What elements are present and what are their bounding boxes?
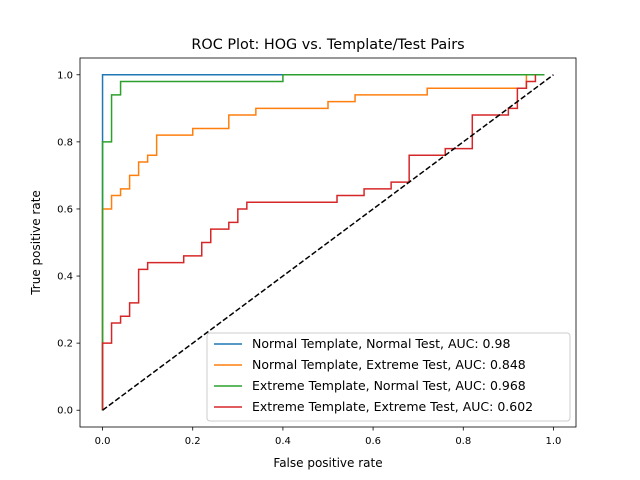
x-tick-label: 0.0 [95, 436, 111, 447]
y-tick-label: 0.6 [57, 204, 73, 215]
legend-label-4: Extreme Template, Extreme Test, AUC: 0.6… [252, 399, 533, 414]
y-tick-label: 0.2 [57, 339, 73, 350]
chart-title: ROC Plot: HOG vs. Template/Test Pairs [191, 37, 464, 53]
y-tick-label: 0.0 [57, 406, 73, 417]
reference-diagonal-line [102, 74, 554, 411]
legend-label-1: Normal Template, Normal Test, AUC: 0.98 [252, 336, 510, 351]
series-line-3 [101, 74, 545, 411]
legend-label-2: Normal Template, Extreme Test, AUC: 0.84… [252, 357, 526, 372]
y-axis-label: True positive rate [29, 190, 43, 296]
x-tick-label: 1.0 [546, 436, 562, 447]
legend: Normal Template, Normal Test, AUC: 0.98 N… [206, 332, 571, 422]
legend-frame [206, 332, 571, 422]
y-tick-label: 1.0 [57, 70, 73, 81]
series-line-4 [101, 74, 537, 411]
x-tick-label: 0.4 [275, 436, 291, 447]
x-tick-label: 0.8 [455, 436, 471, 447]
series-layer [101, 74, 554, 411]
y-tick-label: 0.4 [57, 272, 73, 283]
x-tick-label: 0.6 [365, 436, 381, 447]
legend-label-3: Extreme Template, Normal Test, AUC: 0.96… [252, 378, 526, 393]
series-line-2 [101, 74, 545, 411]
y-tick-label: 0.8 [57, 137, 73, 148]
ticks-layer: 0.0 0.2 0.4 0.6 0.8 1.0 0.0 0.2 0.4 0.6 0.8 1.0 [57, 70, 561, 447]
x-axis-label: False positive rate [273, 456, 382, 470]
plot-frame [79, 57, 577, 428]
x-tick-label: 0.2 [185, 436, 201, 447]
